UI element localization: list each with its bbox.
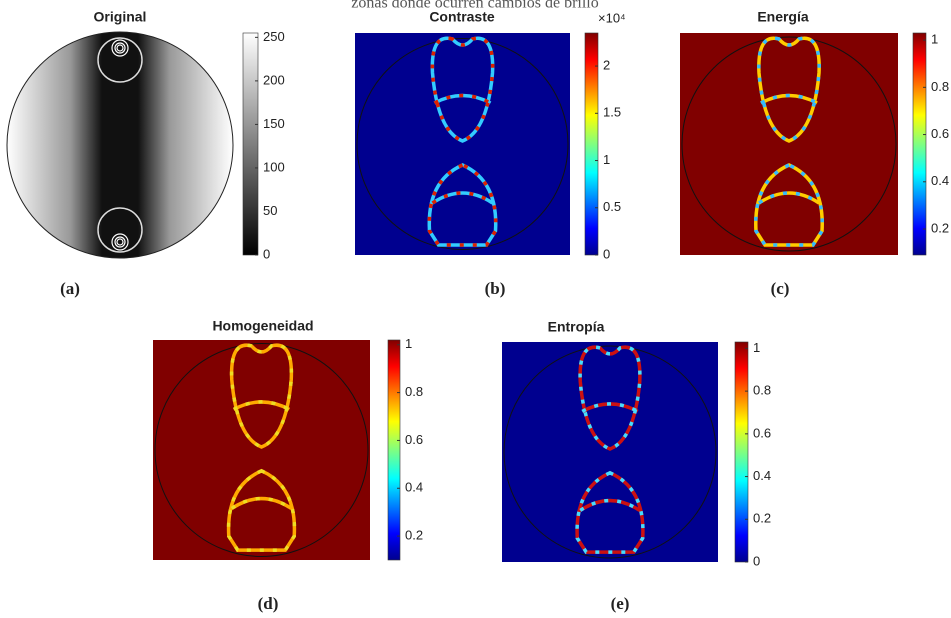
image-disk xyxy=(6,31,234,259)
panel: Energía (c) 0.2 0.4 0.6 0.8 1 xyxy=(680,9,949,298)
panel-title: Contraste xyxy=(429,9,495,25)
colorbar-tick-label: 250 xyxy=(263,29,285,44)
panel-title: Entropía xyxy=(548,319,605,335)
panel-caption: (a) xyxy=(60,279,80,298)
panel: Homogeneidad (d) 0.2 0.4 0.6 0.8 1 xyxy=(153,318,423,613)
colorbar xyxy=(242,32,259,256)
halo xyxy=(97,37,143,83)
image-outline xyxy=(356,38,569,250)
ring xyxy=(114,42,126,54)
colorbar-tick-label: 150 xyxy=(263,116,285,131)
image-outline xyxy=(503,345,717,559)
colorbar-tick-label: 0.4 xyxy=(753,468,771,483)
image-background xyxy=(502,342,718,562)
colorbar-tick-label: 0.6 xyxy=(931,126,949,141)
halo xyxy=(97,207,143,253)
edge-pattern xyxy=(578,345,642,451)
image-background xyxy=(355,33,570,255)
panel-caption: (d) xyxy=(258,594,279,613)
colorbar-tick-label: 0 xyxy=(753,553,760,568)
colorbar-tick-label: 1 xyxy=(405,336,412,351)
colorbar-exponent: ×10⁴ xyxy=(598,10,626,25)
colorbar-tick-label: 0.5 xyxy=(603,199,621,214)
colorbar-tick-label: 1 xyxy=(931,32,938,47)
colorbar-tick-label: 0.4 xyxy=(405,480,423,495)
ring xyxy=(116,44,124,52)
header-title: zonas donde ocurren cambios de brillo xyxy=(351,0,598,12)
colorbar-tick-label: 100 xyxy=(263,159,285,174)
ring xyxy=(114,236,126,248)
panel-title: Energía xyxy=(757,9,809,25)
colorbar-tick-label: 0.8 xyxy=(931,79,949,94)
ring xyxy=(111,233,129,251)
panel: Original (a) 0 50 100 150 200 250 xyxy=(6,9,285,298)
colorbar-tick-label: 0.4 xyxy=(931,173,949,188)
colorbar xyxy=(912,32,927,256)
colorbar xyxy=(387,339,401,561)
colorbar-tick-label: 1 xyxy=(603,152,610,167)
colorbar-tick-label: 200 xyxy=(263,72,285,87)
edge-pattern xyxy=(226,468,297,552)
edge-pattern xyxy=(757,36,821,143)
image-background xyxy=(153,340,370,560)
panel-title: Homogeneidad xyxy=(212,318,313,334)
colorbar-tick-label: 0.6 xyxy=(753,425,771,440)
colorbar xyxy=(734,341,749,563)
image-background xyxy=(680,33,898,255)
edge-pattern xyxy=(229,343,294,449)
colorbar-tick-label: 0.2 xyxy=(405,528,423,543)
image-outline xyxy=(681,36,897,252)
panel-caption: (c) xyxy=(771,279,790,298)
panel-caption: (e) xyxy=(611,594,630,613)
panel: Entropía (e) 0 0.2 0.4 0.6 0.8 1 xyxy=(502,319,771,613)
colorbar-tick-label: 0 xyxy=(603,246,610,261)
colorbar xyxy=(584,32,599,256)
colorbar-tick-label: 0.2 xyxy=(931,220,949,235)
colorbar-tick-label: 2 xyxy=(603,58,610,73)
colorbar-tick-label: 0.8 xyxy=(405,384,423,399)
colorbar-tick-label: 50 xyxy=(263,203,277,218)
edge-pattern xyxy=(427,163,498,247)
colorbar-tick-label: 0 xyxy=(263,246,270,261)
edge-pattern xyxy=(430,36,495,143)
panel-caption: (b) xyxy=(485,279,506,298)
colorbar-tick-label: 1 xyxy=(753,340,760,355)
panel: Contraste (b) 0 0.5 1 1.5 2 ×10⁴ xyxy=(355,9,626,298)
image-outline xyxy=(154,343,369,557)
edge-pattern xyxy=(575,470,645,554)
ring xyxy=(111,39,129,57)
colorbar-tick-label: 0.2 xyxy=(753,511,771,526)
ring xyxy=(116,238,124,246)
colorbar-tick-label: 1.5 xyxy=(603,105,621,120)
edge-pattern xyxy=(754,163,824,247)
panel-title: Original xyxy=(94,9,147,25)
colorbar-tick-label: 0.6 xyxy=(405,432,423,447)
colorbar-tick-label: 0.8 xyxy=(753,383,771,398)
